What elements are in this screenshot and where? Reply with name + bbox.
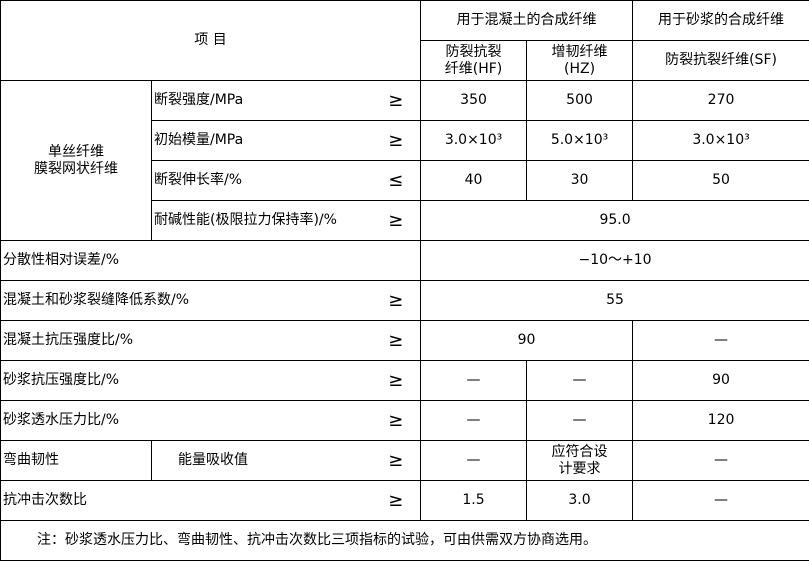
row-label: 断裂伸长率/% [151, 160, 372, 201]
hz-value: 3.0 [526, 480, 634, 521]
hf-value: — [420, 440, 528, 481]
row-label: 断裂强度/MPa [151, 80, 372, 121]
row-label: 分散性相对误差/% [0, 240, 422, 281]
sf-value: 90 [632, 360, 809, 401]
row-label: 混凝土抗压强度比/% [0, 320, 372, 361]
table-row: 混凝土和砂浆裂缝降低系数/% ≥ 55 [0, 280, 809, 321]
shared-value: −10～+10 [420, 240, 809, 281]
table-row: 砂浆抗压强度比/% ≥ — — 90 [0, 360, 809, 401]
comparison-sign: ≥ [371, 400, 422, 441]
hz-value: 应符合设 计要求 [526, 440, 634, 481]
sf-value: — [632, 440, 809, 481]
table-row: 分散性相对误差/% −10～+10 [0, 240, 809, 281]
hz-value-line: 计要求 [558, 460, 601, 477]
comparison-sign: ≤ [371, 160, 422, 201]
concrete-value: 90 [420, 320, 634, 361]
row-label: 混凝土和砂浆裂缝降低系数/% [0, 280, 372, 321]
fiber-group-line: 膜裂网状纤维 [34, 160, 118, 177]
table-row: 断裂伸长率/% ≤ 40 30 50 [1, 160, 809, 201]
row-label: 初始模量/MPa [151, 120, 372, 161]
table-row: 单丝纤维 膜裂网状纤维 断裂强度/MPa ≥ 350 500 270 [0, 80, 809, 241]
hz-value: — [526, 400, 634, 441]
hf-value: 3.0×10³ [420, 120, 528, 161]
comparison-sign: ≥ [371, 120, 422, 161]
hf-value: 350 [420, 80, 528, 121]
table-note: 注：砂浆透水压力比、弯曲韧性、抗冲击次数比三项指标的试验，可由供需双方协商选用。 [0, 520, 809, 561]
hz-value-line: 应符合设 [551, 443, 608, 460]
row-label: 能量吸收值 [151, 440, 372, 481]
hf-header-line: 防裂抗裂 [445, 43, 502, 60]
hf-value: 1.5 [420, 480, 528, 521]
hz-header-line: 增韧纤维 [551, 43, 608, 60]
hz-value: 30 [526, 160, 634, 201]
hf-header-line: 纤维(HF) [444, 60, 503, 77]
sf-value: 270 [632, 80, 809, 121]
fiber-group-line: 单丝纤维 [48, 143, 104, 160]
table-row: 砂浆透水压力比/% ≥ — — 120 [0, 400, 809, 441]
shared-value: 55 [420, 280, 809, 321]
comparison-sign: ≥ [371, 80, 422, 121]
comparison-sign: ≥ [371, 280, 422, 321]
comparison-sign: ≥ [371, 480, 422, 521]
mortar-group-header: 用于砂浆的合成纤维 [632, 0, 809, 41]
item-header: 项 目 [0, 0, 422, 81]
comparison-sign: ≥ [371, 200, 422, 241]
sf-value: — [632, 480, 809, 521]
comparison-sign: ≥ [371, 440, 422, 481]
hz-header-line: (HZ) [564, 60, 596, 77]
sf-header: 防裂抗裂纤维(SF) [632, 40, 809, 81]
table-row: 弯曲韧性 能量吸收值 ≥ — 应符合设 计要求 — [0, 440, 809, 481]
shared-value: 95.0 [420, 200, 809, 241]
sf-value: 120 [632, 400, 809, 441]
hz-header: 增韧纤维 (HZ) [526, 40, 634, 81]
hf-value: — [420, 360, 528, 401]
hf-value: 40 [420, 160, 528, 201]
toughness-group-label: 弯曲韧性 [0, 440, 152, 481]
hz-value: 5.0×10³ [526, 120, 634, 161]
sf-value: — [632, 320, 809, 361]
hf-value: — [420, 400, 528, 441]
concrete-group-header: 用于混凝土的合成纤维 [420, 0, 634, 41]
comparison-sign: ≥ [371, 360, 422, 401]
row-label: 砂浆透水压力比/% [0, 400, 372, 441]
hf-header: 防裂抗裂 纤维(HF) [420, 40, 528, 81]
row-label: 抗冲击次数比 [0, 480, 372, 521]
comparison-sign: ≥ [371, 320, 422, 361]
table-row: 初始模量/MPa ≥ 3.0×10³ 5.0×10³ 3.0×10³ [1, 120, 809, 161]
table-row: 抗冲击次数比 ≥ 1.5 3.0 — [0, 480, 809, 521]
hz-value: 500 [526, 80, 634, 121]
sf-value: 50 [632, 160, 809, 201]
row-label: 耐碱性能(极限拉力保持率)/% [151, 200, 372, 241]
hz-value: — [526, 360, 634, 401]
sf-value: 3.0×10³ [632, 120, 809, 161]
table-row: 混凝土抗压强度比/% ≥ 90 — [0, 320, 809, 361]
table-row: 耐碱性能(极限拉力保持率)/% ≥ 95.0 [1, 200, 809, 241]
row-label: 砂浆抗压强度比/% [0, 360, 372, 401]
fiber-group-label: 单丝纤维 膜裂网状纤维 [0, 80, 152, 241]
